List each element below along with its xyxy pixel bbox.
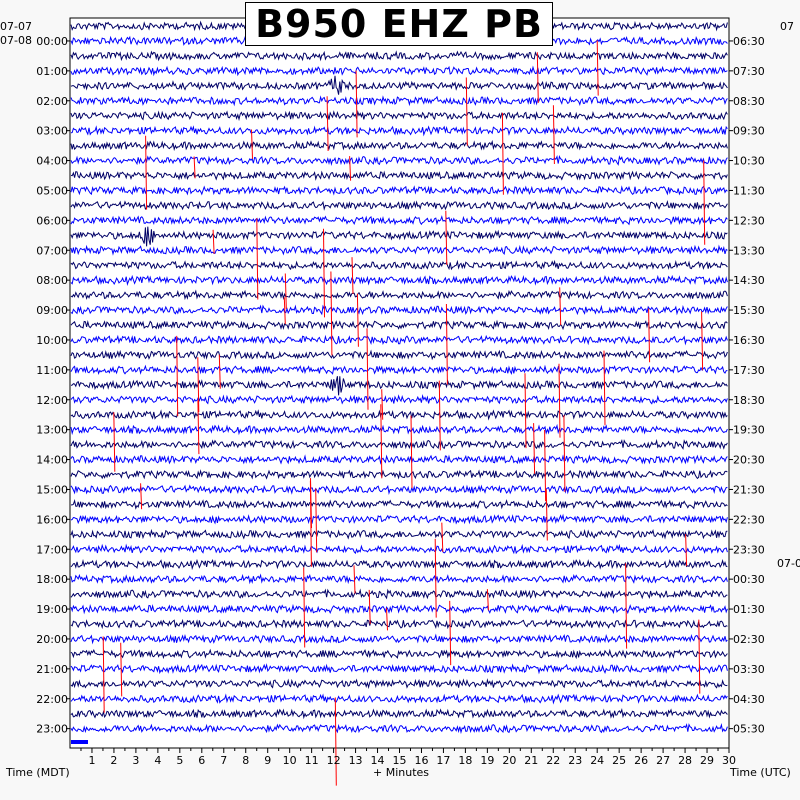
right-hour-label: 17:30: [733, 364, 765, 377]
x-tick-label: 13: [349, 754, 363, 767]
right-hour-label: 12:30: [733, 214, 765, 227]
left-date-label-end: 07-08: [0, 35, 32, 47]
right-hour-label: 14:30: [733, 274, 765, 287]
left-hour-label: 22:00: [36, 693, 68, 706]
x-tick-label: 6: [198, 754, 205, 767]
x-tick-label: 27: [656, 754, 670, 767]
x-tick-label: 8: [242, 754, 249, 767]
right-hour-label: 05:30: [733, 723, 765, 736]
right-axis-title: Time (UTC): [730, 767, 791, 779]
x-tick-label: 5: [176, 754, 183, 767]
x-tick-label: 29: [700, 754, 714, 767]
left-hour-label: 15:00: [36, 483, 68, 496]
left-hour-label: 17:00: [36, 543, 68, 556]
left-hour-label: 20:00: [36, 633, 68, 646]
x-tick-label: 25: [612, 754, 626, 767]
right-hour-label: 22:30: [733, 513, 765, 526]
left-hour-label: 16:00: [36, 513, 68, 526]
right-hour-label: 10:30: [733, 155, 765, 168]
x-tick-label: 2: [110, 754, 117, 767]
x-tick-label: 20: [502, 754, 516, 767]
x-tick-label: 18: [458, 754, 472, 767]
right-hour-label: 04:30: [733, 693, 765, 706]
right-hour-label: 21:30: [733, 483, 765, 496]
x-tick-label: 9: [264, 754, 271, 767]
x-tick-label: 26: [634, 754, 648, 767]
right-hour-label: 15:30: [733, 304, 765, 317]
left-hour-label: 07:00: [36, 244, 68, 257]
x-tick-label: 12: [327, 754, 341, 767]
left-hour-label: 08:00: [36, 274, 68, 287]
x-axis-title: + Minutes: [373, 767, 429, 779]
x-tick-label: 23: [568, 754, 582, 767]
x-tick-label: 4: [154, 754, 161, 767]
left-hour-label: 06:00: [36, 214, 68, 227]
right-hour-label: 00:30: [733, 573, 765, 586]
left-hour-label: 10:00: [36, 334, 68, 347]
right-hour-label: 01:30: [733, 603, 765, 616]
right-hour-label: 02:30: [733, 633, 765, 646]
current-time-stub: [71, 740, 88, 744]
x-tick-label: 11: [305, 754, 319, 767]
left-hour-label: 01:00: [36, 65, 68, 78]
right-date-label-top: 07: [780, 21, 794, 33]
left-hour-label: 23:00: [36, 723, 68, 736]
x-tick-label: 7: [220, 754, 227, 767]
left-date-label-start: 07-07: [0, 21, 32, 33]
x-tick-label: 19: [480, 754, 494, 767]
right-hour-label: 07:30: [733, 65, 765, 78]
chart-title: B950 EHZ PB: [245, 2, 553, 46]
right-hour-label: 08:30: [733, 95, 765, 108]
right-hour-label: 20:30: [733, 454, 765, 467]
left-hour-label: 13:00: [36, 424, 68, 437]
left-hour-label: 21:00: [36, 663, 68, 676]
right-hour-label: 13:30: [733, 244, 765, 257]
right-hour-label: 18:30: [733, 394, 765, 407]
left-hour-label: 11:00: [36, 364, 68, 377]
right-date-label-mid: 07-0: [777, 558, 800, 570]
x-tick-label: 1: [88, 754, 95, 767]
right-hour-label: 03:30: [733, 663, 765, 676]
x-tick-label: 10: [283, 754, 297, 767]
right-hour-label: 19:30: [733, 424, 765, 437]
left-hour-label: 14:00: [36, 454, 68, 467]
x-tick-label: 21: [524, 754, 538, 767]
right-hour-label: 06:30: [733, 35, 765, 48]
left-hour-label: 04:00: [36, 155, 68, 168]
x-tick-label: 3: [132, 754, 139, 767]
right-hour-label: 09:30: [733, 125, 765, 138]
right-hour-label: 16:30: [733, 334, 765, 347]
left-hour-label: 09:00: [36, 304, 68, 317]
left-hour-label: 05:00: [36, 184, 68, 197]
left-hour-label: 19:00: [36, 603, 68, 616]
x-tick-label: 22: [546, 754, 560, 767]
x-tick-label: 24: [590, 754, 604, 767]
x-tick-label: 17: [436, 754, 450, 767]
x-tick-label: 28: [678, 754, 692, 767]
left-hour-label: 03:00: [36, 125, 68, 138]
left-hour-label: 00:00: [36, 35, 68, 48]
left-hour-label: 02:00: [36, 95, 68, 108]
left-axis-title: Time (MDT): [6, 767, 70, 779]
left-hour-label: 12:00: [36, 394, 68, 407]
right-hour-label: 11:30: [733, 184, 765, 197]
left-hour-label: 18:00: [36, 573, 68, 586]
right-hour-label: 23:30: [733, 543, 765, 556]
